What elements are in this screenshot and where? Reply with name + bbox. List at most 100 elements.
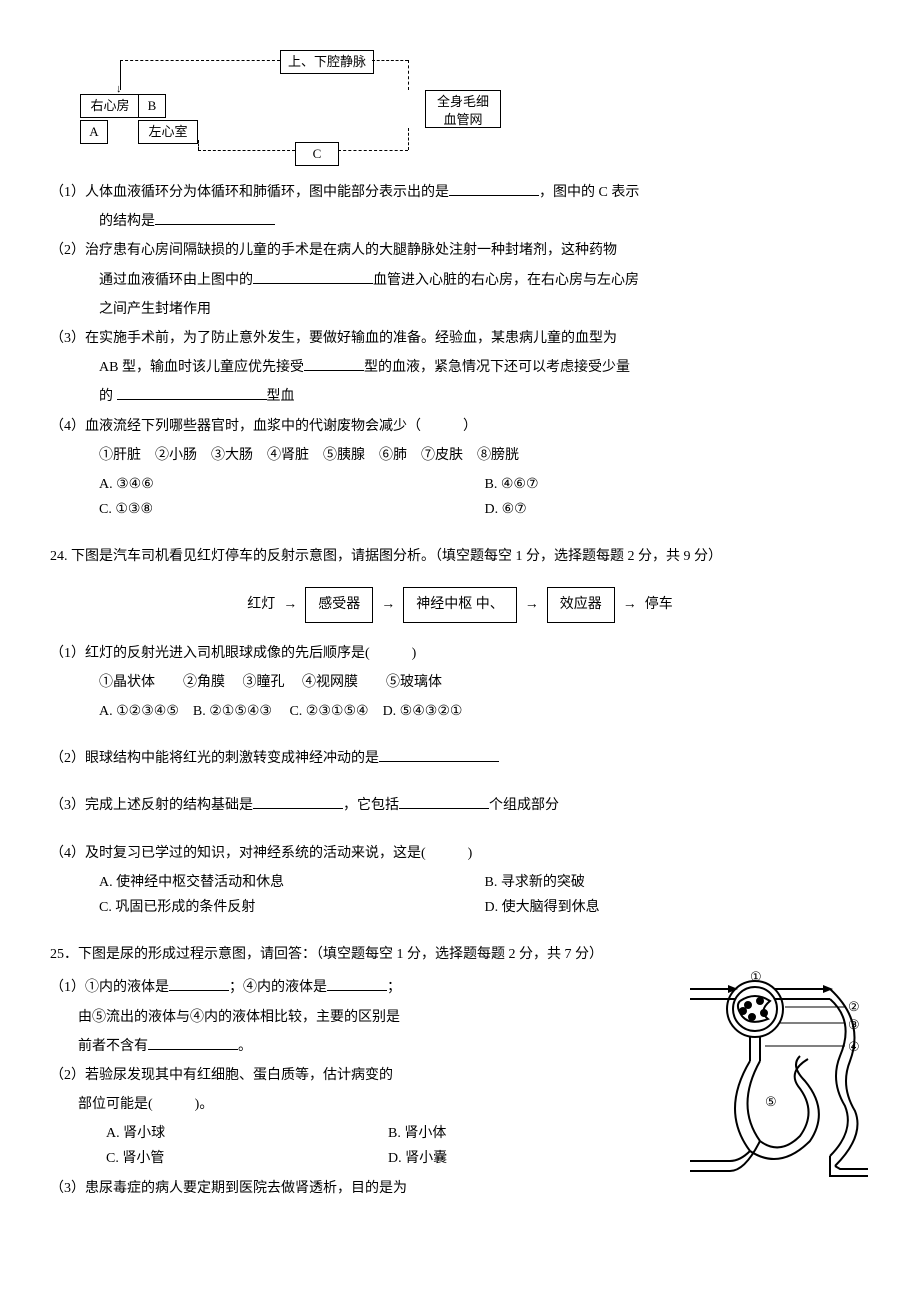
opt-b: B. 肾小体 [388,1121,670,1146]
q25-block: 25．下图是尿的形成过程示意图，请回答：（填空题每空 1 分，选择题每题 2 分… [50,942,870,1205]
t: 血管进入心脏的右心房，在右心房与左心房 [373,273,639,288]
opt-c: C. 巩固已形成的条件反射 [99,895,485,920]
blank [169,976,229,991]
q25-text: （1）①内的液体是；④内的液体是； 由⑤流出的液体与④内的液体相比较，主要的区别… [50,971,670,1205]
q25-2a: （2）若验尿发现其中有红细胞、蛋白质等，估计病变的 [50,1063,670,1088]
q23-3c: 的 型血 [50,384,870,409]
q24-4: （4）及时复习已学过的知识，对神经系统的活动来说，这是( ) [50,841,870,866]
t: 前者不含有 [78,1039,148,1054]
q25-2-cd: C. 肾小管 D. 肾小囊 [50,1146,670,1171]
t: 型血 [267,389,295,404]
opt-d: D. 肾小囊 [388,1146,670,1171]
q24-4-cd: C. 巩固已形成的条件反射 D. 使大脑得到休息 [50,895,870,920]
t: ； [387,980,401,995]
opt-a: A. ①②③④⑤ [99,704,179,719]
t: （3）在实施手术前，为了防止意外发生，要做好输血的准备。经验血，某患病儿童的血型… [50,331,617,346]
blank [253,794,343,809]
q23-2c: 之间产生封堵作用 [50,297,870,322]
reflex-end: 停车 [645,592,673,617]
opt-a: A. 使神经中枢交替活动和休息 [99,870,485,895]
box-capillaries: 全身毛细 血管网 [425,90,501,128]
box-right-atrium: 右心房 [80,94,140,118]
blank [148,1035,238,1050]
arrow-icon: → [381,592,395,617]
dash-cap-top [372,60,408,61]
q23-4-opts: ①肝脏 ②小肠 ③大肠 ④肾脏 ⑤胰腺 ⑥肺 ⑦皮肤 ⑧膀胱 [50,443,870,468]
q25-3: （3）患尿毒症的病人要定期到医院去做肾透析，目的是为 [50,1176,670,1201]
reflex-receptor: 感受器 [305,587,373,622]
blank [327,976,387,991]
opt-c: C. ②③①⑤④ [289,704,368,719]
q24-1-opts: ①晶状体 ②角膜 ③瞳孔 ④视网膜 ⑤玻璃体 [50,670,870,695]
q25-2b: 部位可能是( )。 [50,1092,670,1117]
box-left-ventricle: 左心室 [138,120,198,144]
t: 的 [99,389,113,404]
dash-top [120,60,280,61]
q24-2: （2）眼球结构中能将红光的刺激转变成神经冲动的是 [50,746,870,771]
reflex-start: 红灯 [247,592,275,617]
t: 的结构是 [99,214,155,229]
dash-c-right [338,150,408,151]
cap-l2: 血管网 [443,112,482,127]
q24-block: 24. 下图是汽车司机看见红灯停车的反射示意图，请据图分析。（填空题每空 1 分… [50,544,870,920]
q23-4-cd: C. ①③⑧ D. ⑥⑦ [50,497,870,522]
reflex-effector: 效应器 [547,587,615,622]
t: （1）人体血液循环分为体循环和肺循环，图中能部分表示出的是 [50,185,449,200]
box-a: A [80,120,108,144]
dash-c-up [408,128,409,150]
cap-l1: 全身毛细 [437,94,489,109]
blank [117,385,267,400]
q25-2-ab: A. 肾小球 B. 肾小体 [50,1121,670,1146]
opt-b: B. ④⑥⑦ [485,472,871,497]
blank [155,210,275,225]
opt-b: B. ②①⑤④③ [193,704,272,719]
t: （2）治疗患有心房间隔缺损的儿童的手术是在病人的大腿静脉处注射一种封堵剂，这种药… [50,243,617,258]
blank [253,269,373,284]
q23-block: （1）人体血液循环分为体循环和肺循环，图中能部分表示出的是 ，图中的 C 表示 的… [50,180,870,522]
q23-2: （2）治疗患有心房间隔缺损的儿童的手术是在病人的大腿静脉处注射一种封堵剂，这种药… [50,238,870,263]
q23-4-ab: A. ③④⑥ B. ④⑥⑦ [50,472,870,497]
opt-d: D. ⑥⑦ [485,497,871,522]
box-c: C [295,142,339,166]
label-1: ① [750,971,762,984]
q24-title: 24. 下图是汽车司机看见红灯停车的反射示意图，请据图分析。（填空题每空 1 分… [50,544,870,569]
opt-c: C. ①③⑧ [99,497,485,522]
box-vena-cava: 上、下腔静脉 [280,50,374,74]
t: 。 [238,1039,252,1054]
t: （3）完成上述反射的结构基础是 [50,798,253,813]
blank [379,747,499,762]
label-4: ④ [848,1039,860,1054]
t: ，图中的 C 表示 [539,185,639,200]
opt-b: B. 寻求新的突破 [485,870,871,895]
opt-a: A. ③④⑥ [99,472,485,497]
label-3: ③ [848,1017,860,1032]
t: 通过血液循环由上图中的 [99,273,253,288]
arrow-icon: → [525,592,539,617]
t: ；④内的液体是 [229,980,327,995]
blank [399,794,489,809]
reflex-center: 神经中枢 中、 [403,587,517,622]
t: 个组成部分 [489,798,559,813]
blank [449,181,539,196]
t: ，它包括 [343,798,399,813]
blank [304,356,364,371]
q23-3b: AB 型，输血时该儿童应优先接受型的血液，紧急情况下还可以考虑接受少量 [50,355,870,380]
opt-d: D. ⑤④③②① [383,704,463,719]
nephron-diagram: ① ② ③ ④ ⑤ [680,971,870,1181]
q25-1c: 前者不含有 。 [50,1034,670,1059]
q25-title: 25．下图是尿的形成过程示意图，请回答：（填空题每空 1 分，选择题每题 2 分… [50,942,870,967]
q24-1-abcd: A. ①②③④⑤ B. ②①⑤④③ C. ②③①⑤④ D. ⑤④③②① [50,699,870,724]
t: （2）眼球结构中能将红光的刺激转变成神经冲动的是 [50,751,379,766]
q23-2b: 通过血液循环由上图中的 血管进入心脏的右心房，在右心房与左心房 [50,268,870,293]
q25-1b: 由⑤流出的液体与④内的液体相比较，主要的区别是 [50,1005,670,1030]
opt-d: D. 使大脑得到休息 [485,895,871,920]
dash-lv-down [198,140,199,150]
opt-c: C. 肾小管 [106,1146,388,1171]
t: AB 型，输血时该儿童应优先接受 [99,360,304,375]
t: （4）血液流经下列哪些器官时，血浆中的代谢废物会减少（ ） [50,419,477,434]
q23-4: （4）血液流经下列哪些器官时，血浆中的代谢废物会减少（ ） [50,414,870,439]
q25-1a: （1）①内的液体是；④内的液体是； [50,975,670,1000]
opt-a: A. 肾小球 [106,1121,388,1146]
arrow-icon: → [283,592,297,617]
arrow-icon: → [623,592,637,617]
